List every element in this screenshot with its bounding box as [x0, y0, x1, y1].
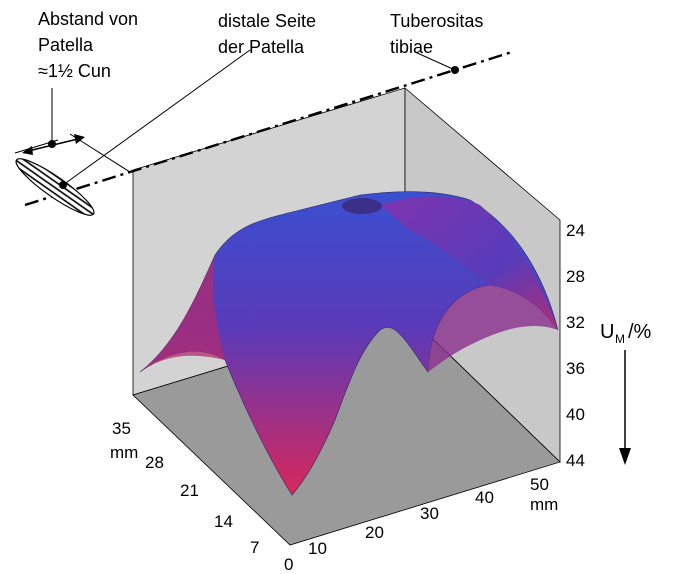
- y-tick-label: 7: [250, 538, 259, 557]
- z-tick-label: 32: [566, 313, 585, 332]
- x-tick-label: 10: [308, 539, 327, 558]
- z-axis: 24 28 32 36 40 44 U M /%: [566, 221, 652, 470]
- annotation: der Patella: [218, 37, 305, 57]
- y-tick-label: 0: [284, 555, 293, 574]
- leader-dot: [59, 181, 67, 189]
- x-tick-label: 40: [475, 488, 494, 507]
- y-tick-label: 28: [145, 453, 164, 472]
- x-tick-label: 20: [365, 523, 384, 542]
- z-axis-label: U: [600, 321, 614, 343]
- annotation: tibiae: [390, 37, 433, 57]
- z-tick-label: 24: [566, 221, 585, 240]
- x-axis-unit: mm: [530, 495, 558, 514]
- y-tick-label: 21: [180, 481, 199, 500]
- annotation: distale Seite: [218, 11, 316, 31]
- surface-dip: [342, 198, 382, 214]
- annotation: Patella: [38, 35, 94, 55]
- figure: Abstand von Patella ≈1½ Cun distale Seit…: [0, 0, 674, 574]
- leader-dot: [48, 140, 56, 148]
- z-tick-label: 36: [566, 359, 585, 378]
- leader-dot: [451, 66, 459, 74]
- arrow-head: [619, 448, 631, 465]
- x-tick-label: 50: [530, 475, 549, 494]
- z-axis-label-sub: M: [615, 332, 625, 346]
- annotation: Tuberositas: [390, 11, 483, 31]
- z-tick-label: 44: [566, 451, 585, 470]
- z-tick-label: 40: [566, 405, 585, 424]
- x-tick-label: 30: [420, 504, 439, 523]
- annotation: Abstand von: [38, 9, 138, 29]
- z-axis-unit: /%: [628, 321, 652, 343]
- annotation: ≈1½ Cun: [38, 61, 111, 81]
- y-axis-unit: mm: [110, 443, 138, 462]
- z-tick-label: 28: [566, 267, 585, 286]
- y-tick-label: 14: [214, 512, 233, 531]
- y-tick-label: 35: [112, 419, 131, 438]
